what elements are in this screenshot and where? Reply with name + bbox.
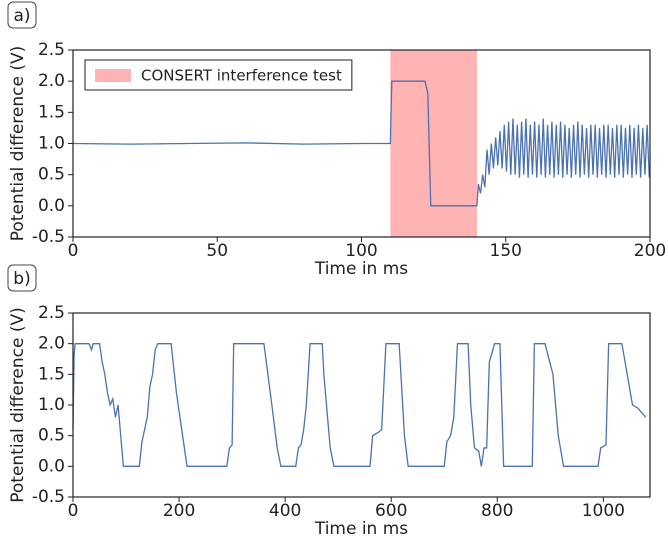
y-tick-label: 2.5 [38, 303, 65, 323]
y-tick-label: 0.5 [38, 165, 65, 185]
x-tick-label: 200 [634, 241, 666, 261]
legend: CONSERT interference test [84, 59, 353, 91]
y-tick-label: 0.0 [38, 456, 65, 476]
y-tick-label: 2.0 [38, 334, 65, 354]
y-tick-label: 1.5 [38, 102, 65, 122]
data-line [72, 80, 650, 207]
x-tick-label: 1000 [582, 501, 625, 521]
y-tick-label: 0.0 [38, 196, 65, 216]
y-tick-label: -0.5 [32, 227, 65, 247]
x-tick-label: 800 [481, 501, 513, 521]
legend-label: CONSERT interference test [141, 67, 342, 85]
plot-frame [72, 312, 651, 498]
x-tick-label: 0 [68, 501, 79, 521]
span [390, 50, 477, 237]
x-tick-label: 200 [163, 501, 195, 521]
y-tick-label: 1.0 [38, 395, 65, 415]
panel-label-box [7, 1, 37, 29]
x-tick-label: 400 [269, 501, 301, 521]
panel-label: a) [13, 6, 30, 26]
x-tick-label: 600 [375, 501, 407, 521]
panel-label-box [7, 264, 37, 292]
y-tick-label: 1.5 [38, 364, 65, 384]
y-tick-label: 2.5 [38, 40, 65, 60]
x-tick-label: 0 [68, 241, 79, 261]
x-axis-label: Time in ms [314, 519, 408, 539]
legend-swatch [95, 69, 131, 82]
data-line [72, 343, 647, 467]
y-axis-label: Potential difference (V) [8, 46, 28, 242]
x-tick-label: 100 [345, 241, 377, 261]
x-axis-label: Time in ms [314, 259, 408, 279]
x-tick-label: 50 [206, 241, 228, 261]
x-tick-label: 150 [490, 241, 522, 261]
y-axis-label: Potential difference (V) [8, 307, 28, 503]
y-tick-label: 1.0 [38, 134, 65, 154]
y-tick-label: -0.5 [32, 487, 65, 507]
y-tick-label: 0.5 [38, 426, 65, 446]
y-tick-label: 2.0 [38, 71, 65, 91]
panel-label: b) [13, 269, 30, 289]
